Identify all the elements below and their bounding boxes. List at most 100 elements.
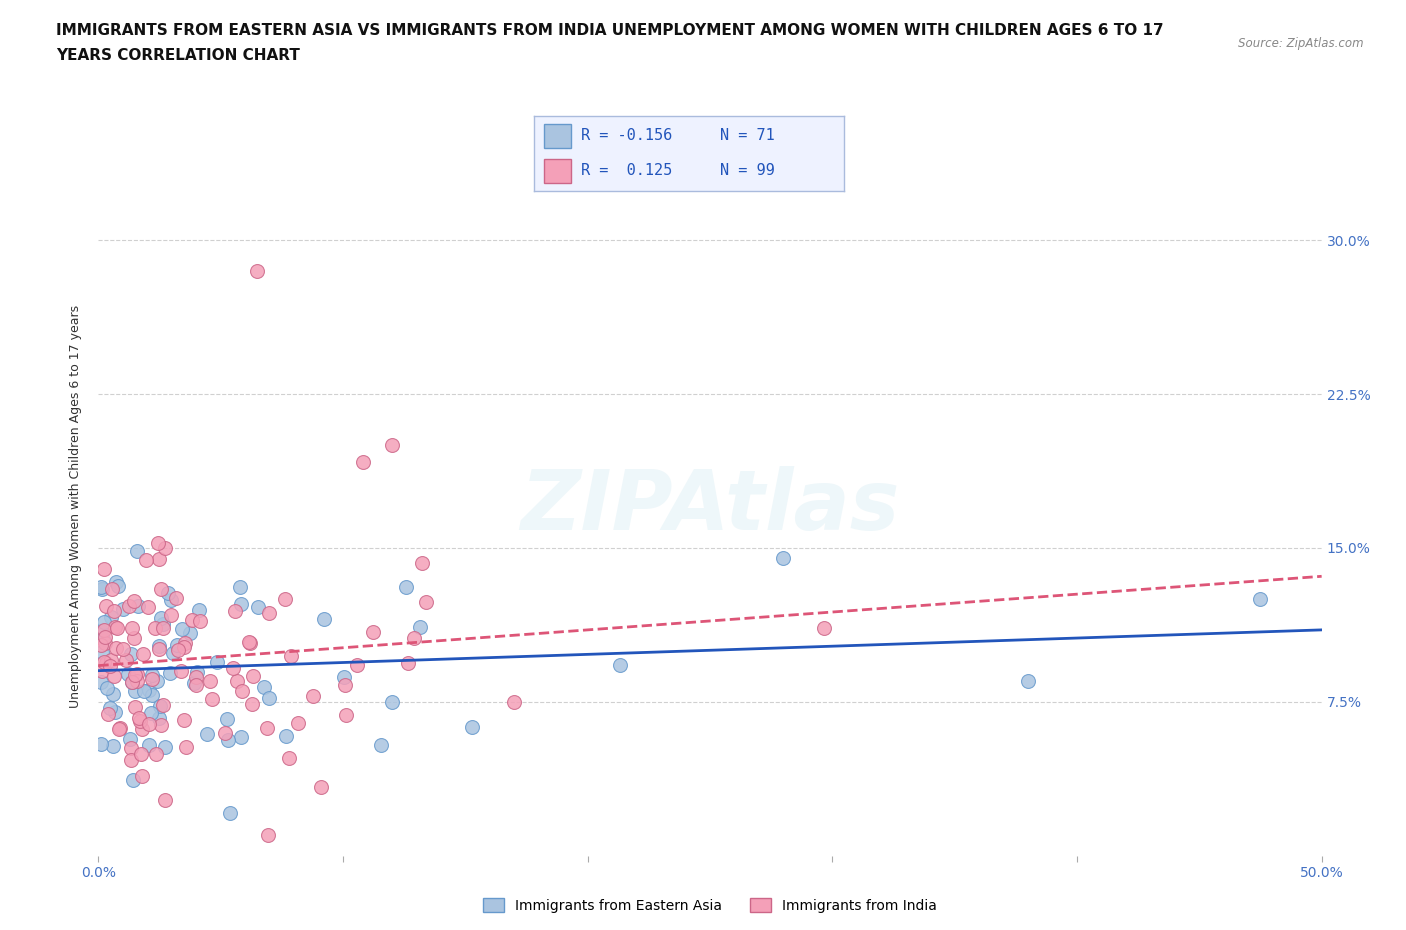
- Point: [124, 684, 146, 698]
- Point: [103, 604, 125, 618]
- Point: [287, 716, 309, 731]
- Point: [100, 610, 122, 625]
- Point: [139, 705, 162, 720]
- Point: [224, 604, 246, 618]
- Point: [186, 677, 208, 692]
- Point: [132, 647, 155, 662]
- Point: [148, 551, 170, 566]
- Point: [152, 621, 174, 636]
- Point: [103, 669, 125, 684]
- Bar: [544, 159, 571, 183]
- Point: [94, 630, 117, 644]
- Point: [122, 773, 145, 788]
- Point: [214, 725, 236, 740]
- Point: [90, 579, 112, 594]
- Point: [404, 631, 426, 645]
- Point: [173, 640, 195, 655]
- Point: [1249, 591, 1271, 606]
- Point: [257, 605, 280, 620]
- Point: [396, 656, 419, 671]
- Point: [122, 631, 145, 645]
- Text: ZIPAtlas: ZIPAtlas: [520, 466, 900, 548]
- Point: [143, 620, 166, 635]
- Point: [173, 713, 195, 728]
- Point: [333, 670, 356, 684]
- Point: [195, 726, 218, 741]
- Text: Source: ZipAtlas.com: Source: ZipAtlas.com: [1239, 37, 1364, 50]
- Point: [274, 591, 297, 606]
- Point: [107, 578, 129, 593]
- Point: [153, 739, 176, 754]
- Point: [124, 667, 146, 682]
- Point: [91, 664, 114, 679]
- Point: [309, 779, 332, 794]
- Point: [186, 670, 208, 684]
- Point: [141, 687, 163, 702]
- Point: [246, 600, 269, 615]
- Point: [361, 625, 384, 640]
- Point: [125, 673, 148, 688]
- Point: [148, 711, 170, 725]
- Text: YEARS CORRELATION CHART: YEARS CORRELATION CHART: [56, 48, 299, 63]
- Point: [179, 626, 201, 641]
- Point: [98, 700, 121, 715]
- Point: [104, 620, 127, 635]
- Point: [381, 695, 404, 710]
- Point: [117, 666, 139, 681]
- Point: [90, 737, 112, 751]
- Point: [131, 769, 153, 784]
- Point: [129, 746, 152, 761]
- Text: R =  0.125: R = 0.125: [581, 163, 672, 178]
- Point: [101, 686, 124, 701]
- Point: [346, 658, 368, 672]
- Point: [121, 620, 143, 635]
- Point: [314, 612, 336, 627]
- Point: [138, 737, 160, 752]
- Point: [165, 591, 187, 605]
- Point: [186, 665, 208, 680]
- Point: [94, 636, 117, 651]
- Point: [148, 639, 170, 654]
- Point: [100, 582, 122, 597]
- Point: [200, 674, 222, 689]
- Bar: [544, 124, 571, 148]
- Point: [138, 682, 160, 697]
- Point: [93, 622, 115, 637]
- Point: [503, 695, 526, 710]
- Point: [159, 607, 181, 622]
- Y-axis label: Unemployment Among Women with Children Ages 6 to 17 years: Unemployment Among Women with Children A…: [69, 305, 83, 709]
- Point: [231, 730, 253, 745]
- Point: [121, 675, 143, 690]
- Point: [231, 596, 253, 611]
- Point: [120, 740, 142, 755]
- Point: [136, 599, 159, 614]
- Text: R = -0.156: R = -0.156: [581, 128, 672, 143]
- Point: [415, 595, 437, 610]
- Point: [100, 652, 122, 667]
- Point: [201, 691, 224, 706]
- Point: [352, 455, 374, 470]
- Text: IMMIGRANTS FROM EASTERN ASIA VS IMMIGRANTS FROM INDIA UNEMPLOYMENT AMONG WOMEN W: IMMIGRANTS FROM EASTERN ASIA VS IMMIGRAN…: [56, 23, 1164, 38]
- Point: [217, 711, 239, 726]
- Point: [90, 623, 112, 638]
- Point: [104, 641, 127, 656]
- Point: [411, 555, 433, 570]
- Point: [246, 263, 269, 278]
- Point: [225, 674, 247, 689]
- Point: [115, 653, 138, 668]
- Point: [94, 599, 117, 614]
- Point: [120, 731, 142, 746]
- Point: [240, 697, 263, 711]
- Point: [217, 733, 239, 748]
- Point: [239, 635, 262, 650]
- Point: [187, 603, 209, 618]
- Point: [169, 663, 191, 678]
- Point: [148, 536, 170, 551]
- Point: [162, 645, 184, 660]
- Point: [609, 658, 631, 672]
- Point: [280, 649, 302, 664]
- Point: [149, 698, 172, 713]
- Point: [101, 738, 124, 753]
- Point: [370, 737, 392, 752]
- Text: N = 99: N = 99: [720, 163, 775, 178]
